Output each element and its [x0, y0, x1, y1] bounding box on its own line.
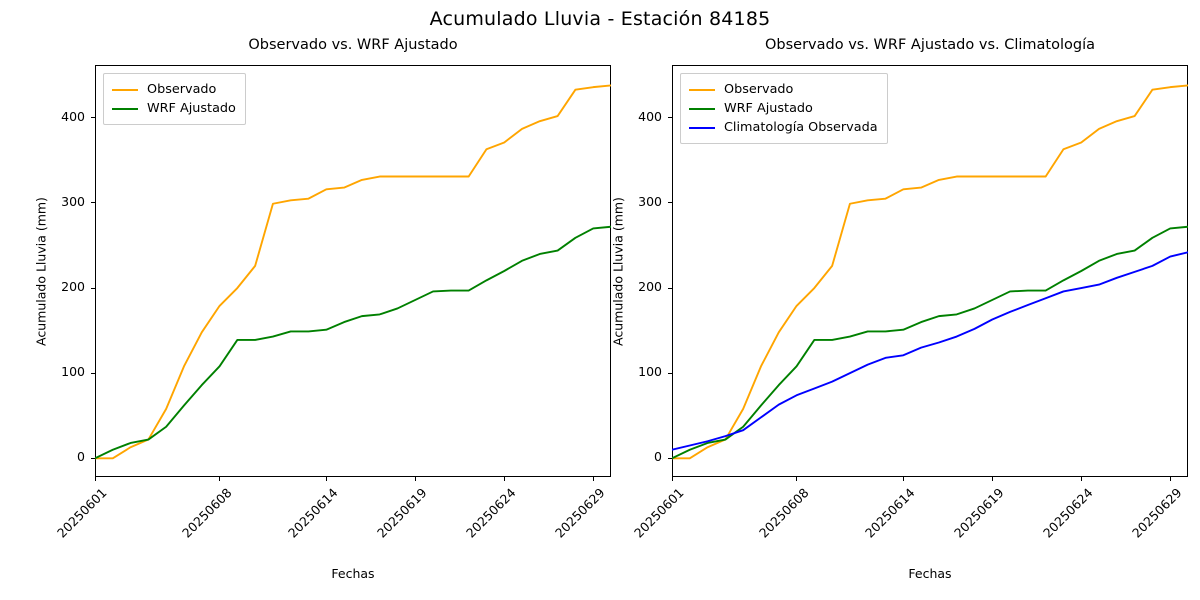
- axes-left: Observado vs. WRF Ajustado Observado WRF …: [95, 37, 611, 477]
- series-line: [95, 225, 611, 460]
- x-tick-mark: [1080, 477, 1082, 481]
- axes-right-title: Observado vs. WRF Ajustado vs. Climatolo…: [765, 37, 1095, 53]
- legend-color-swatch: [112, 88, 138, 91]
- y-tick-label: 100: [61, 364, 85, 380]
- y-tick-mark: [91, 117, 95, 119]
- axes-right: Observado vs. WRF Ajustado vs. Climatolo…: [672, 37, 1188, 477]
- x-tick-mark: [219, 477, 221, 481]
- legend-color-swatch: [689, 107, 715, 110]
- x-tick-mark: [671, 477, 673, 481]
- x-tick-mark: [94, 477, 96, 481]
- axes-right-lines: [672, 84, 1188, 460]
- axes-left-legend[interactable]: Observado WRF Ajustado: [103, 73, 246, 125]
- x-tick-label: 20250629: [552, 485, 608, 541]
- legend-color-swatch: [112, 107, 138, 110]
- legend-label: WRF Ajustado: [724, 101, 813, 116]
- axes-left-frame: [95, 65, 611, 477]
- y-tick-label: 300: [638, 193, 662, 209]
- y-tick-mark: [91, 372, 95, 374]
- legend-item[interactable]: Observado: [689, 80, 878, 99]
- y-tick-label: 100: [638, 364, 662, 380]
- legend-item[interactable]: Observado: [112, 80, 236, 99]
- legend-item[interactable]: WRF Ajustado: [689, 99, 878, 118]
- legend-item[interactable]: Climatología Observada: [689, 118, 878, 137]
- series-line: [672, 251, 1188, 451]
- x-tick-mark: [414, 477, 416, 481]
- x-tick-label: 20250614: [862, 485, 918, 541]
- x-tick-mark: [503, 477, 505, 481]
- x-tick-mark: [1169, 477, 1171, 481]
- x-tick-label: 20250624: [463, 485, 519, 541]
- series-line: [672, 84, 1188, 460]
- axes-left-xlabel: Fechas: [331, 566, 375, 581]
- legend-item[interactable]: WRF Ajustado: [112, 99, 236, 118]
- legend-label: Climatología Observada: [724, 120, 878, 135]
- y-tick-label: 400: [61, 108, 85, 124]
- y-tick-mark: [668, 287, 672, 289]
- legend-label: Observado: [147, 82, 217, 97]
- x-tick-mark: [592, 477, 594, 481]
- legend-label: WRF Ajustado: [147, 101, 236, 116]
- x-tick-label: 20250608: [755, 485, 812, 541]
- y-tick-label: 0: [77, 449, 85, 465]
- y-tick-mark: [91, 202, 95, 204]
- y-tick-label: 300: [61, 193, 85, 209]
- y-tick-label: 0: [654, 449, 662, 465]
- axes-right-xlabel: Fechas: [908, 566, 952, 581]
- x-tick-mark: [325, 477, 327, 481]
- y-tick-label: 400: [638, 108, 662, 124]
- axes-right-legend[interactable]: Observado WRF Ajustado Climatología Observ…: [680, 73, 888, 144]
- axes-left-lines: [95, 84, 611, 460]
- x-tick-label: 20250619: [951, 485, 1007, 541]
- y-tick-label: 200: [61, 279, 85, 295]
- series-line: [672, 225, 1188, 460]
- x-tick-label: 20250601: [631, 485, 687, 541]
- series-line: [95, 84, 611, 460]
- x-tick-mark: [902, 477, 904, 481]
- y-tick-mark: [668, 457, 672, 459]
- x-tick-mark: [991, 477, 993, 481]
- x-tick-label: 20250608: [178, 485, 235, 541]
- y-tick-mark: [668, 202, 672, 204]
- axes-left-title: Observado vs. WRF Ajustado: [248, 37, 458, 53]
- legend-color-swatch: [689, 126, 715, 129]
- x-tick-label: 20250624: [1040, 485, 1096, 541]
- y-tick-mark: [668, 372, 672, 374]
- y-tick-mark: [668, 117, 672, 119]
- x-tick-label: 20250614: [285, 485, 341, 541]
- legend-label: Observado: [724, 82, 794, 97]
- x-tick-label: 20250629: [1129, 485, 1185, 541]
- figure-title: Acumulado Lluvia - Estación 84185: [429, 8, 771, 30]
- y-tick-label: 200: [638, 279, 662, 295]
- x-tick-mark: [796, 477, 798, 481]
- y-tick-mark: [91, 287, 95, 289]
- x-tick-label: 20250601: [54, 485, 110, 541]
- x-tick-label: 20250619: [374, 485, 430, 541]
- y-tick-mark: [91, 457, 95, 459]
- legend-color-swatch: [689, 88, 715, 91]
- axes-right-frame: [672, 65, 1188, 477]
